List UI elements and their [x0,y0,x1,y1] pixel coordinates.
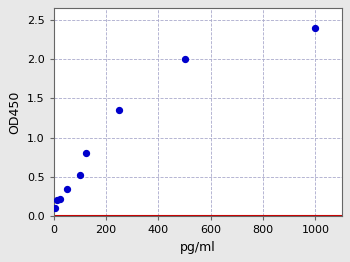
Point [84,151,89,155]
Point [77,173,83,177]
Point [182,57,187,61]
Y-axis label: OD450: OD450 [8,90,21,134]
Point [54,198,60,203]
Point [52,206,58,210]
Point [313,26,318,30]
X-axis label: pg/ml: pg/ml [180,241,216,254]
Point [116,108,122,112]
Point [64,187,70,191]
Point [57,197,63,201]
